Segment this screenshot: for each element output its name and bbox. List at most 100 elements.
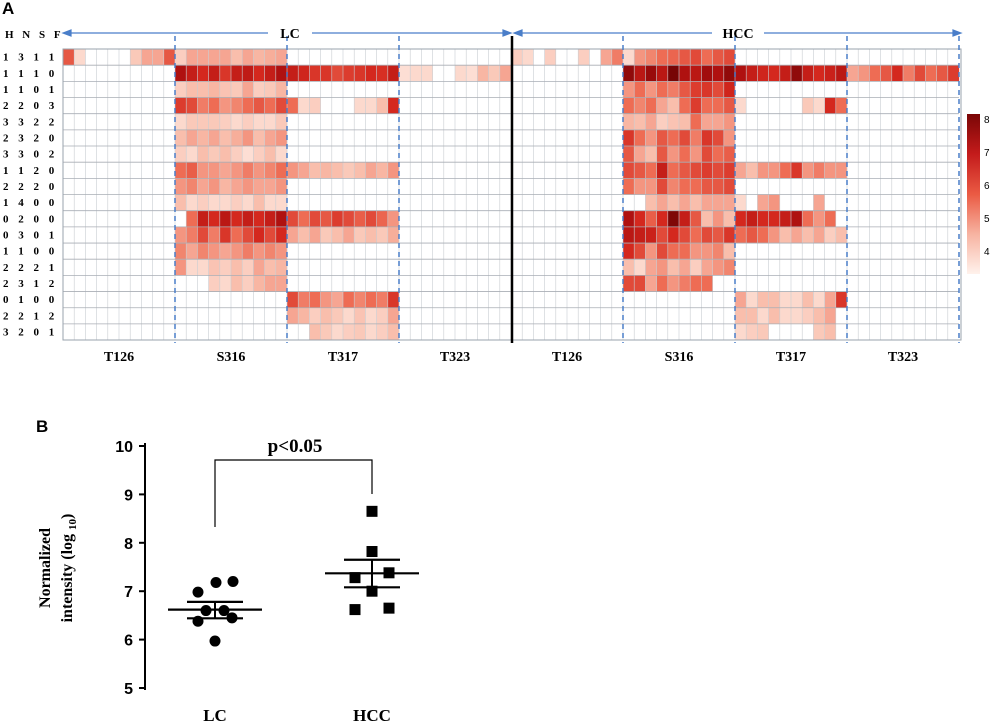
heatmap-cell bbox=[219, 178, 232, 195]
heatmap-cell bbox=[231, 113, 243, 130]
heatmap-cell bbox=[824, 291, 836, 308]
heatmap-cell bbox=[231, 194, 243, 211]
heatmap-cell bbox=[791, 307, 803, 325]
site-label-t126-lc: T126 bbox=[104, 350, 134, 365]
heatmap-cell bbox=[712, 97, 724, 114]
heatmap-cell bbox=[656, 194, 668, 211]
y-tick-label: 10 bbox=[115, 439, 133, 456]
heatmap-cell bbox=[275, 49, 288, 66]
heatmap-cell bbox=[667, 210, 680, 228]
heatmap-cell bbox=[656, 162, 668, 179]
heatmap-cell bbox=[645, 97, 657, 114]
heatmap-cell bbox=[690, 97, 702, 114]
heatmap-cell bbox=[667, 259, 680, 276]
heatmap-cell bbox=[701, 243, 713, 260]
heatmap-cell bbox=[208, 275, 220, 292]
heatmap-cell bbox=[197, 146, 209, 163]
heatmap-cell bbox=[253, 97, 265, 114]
color-scale-bar bbox=[967, 114, 980, 274]
heatmap-cell bbox=[779, 162, 792, 179]
heatmap-cell bbox=[891, 65, 904, 82]
data-point bbox=[366, 585, 378, 597]
heatmap-cell bbox=[231, 129, 243, 147]
category-label-lc: LC bbox=[203, 706, 227, 725]
heatmap-cell bbox=[197, 113, 209, 130]
heatmap-cell bbox=[309, 226, 321, 244]
row-label: 3 3 0 2 bbox=[3, 149, 58, 161]
heatmap-cell bbox=[679, 146, 691, 163]
heatmap-cell bbox=[197, 194, 209, 211]
heatmap-cell bbox=[186, 49, 198, 66]
heatmap-cell bbox=[679, 81, 691, 98]
heatmap-cell bbox=[623, 275, 635, 292]
heatmap-cell bbox=[253, 81, 265, 98]
heatmap-cell bbox=[746, 323, 758, 341]
heatmap-cell bbox=[824, 65, 836, 82]
heatmap-cell bbox=[578, 49, 590, 66]
heatmap-cell bbox=[208, 49, 220, 66]
color-scale-tick: 7 bbox=[984, 148, 990, 159]
heatmap-cell bbox=[298, 226, 310, 244]
heatmap-cell bbox=[645, 275, 657, 292]
data-point bbox=[210, 576, 222, 588]
heatmap-cell bbox=[723, 146, 736, 163]
heatmap-cell bbox=[231, 226, 243, 244]
heatmap-cell bbox=[242, 129, 254, 147]
heatmap-cell bbox=[667, 226, 680, 244]
heatmap-cell bbox=[712, 210, 724, 228]
heatmap-cell bbox=[746, 162, 758, 179]
heatmap-cell bbox=[835, 162, 848, 179]
heatmap-cell bbox=[623, 65, 635, 82]
y-axis-title-line1: Normalized bbox=[37, 528, 54, 608]
heatmap-cell bbox=[197, 81, 209, 98]
heatmap-cell bbox=[253, 226, 265, 244]
heatmap-cell bbox=[656, 210, 668, 228]
data-point bbox=[383, 602, 395, 614]
heatmap-cell bbox=[152, 49, 164, 66]
heatmap-cell bbox=[264, 178, 276, 195]
heatmap-cell bbox=[242, 162, 254, 179]
heatmap-cell bbox=[242, 146, 254, 163]
heatmap-cell bbox=[757, 307, 769, 325]
heatmap-cell bbox=[275, 97, 288, 114]
heatmap-cell bbox=[645, 243, 657, 260]
heatmap-cell bbox=[869, 65, 881, 82]
heatmap-cell bbox=[275, 129, 288, 147]
heatmap-cell bbox=[701, 259, 713, 276]
heatmap-cell bbox=[634, 81, 646, 98]
heatmap-cell bbox=[298, 307, 310, 325]
heatmap-cell bbox=[522, 49, 534, 66]
heatmap-cell bbox=[331, 210, 344, 228]
heatmap-cell bbox=[690, 259, 702, 276]
heatmap-cell bbox=[208, 162, 220, 179]
heatmap-cell bbox=[175, 97, 187, 114]
heatmap-cell bbox=[275, 259, 288, 276]
heatmap-cell bbox=[343, 210, 355, 228]
heatmap-cell bbox=[544, 49, 556, 66]
color-scale-tick: 8 bbox=[984, 115, 990, 126]
heatmap-cell bbox=[320, 210, 332, 228]
heatmap-cell bbox=[623, 97, 635, 114]
heatmap-cell bbox=[208, 210, 220, 228]
heatmap-cell bbox=[679, 65, 691, 82]
heatmap-cell bbox=[219, 194, 232, 211]
heatmap-cell bbox=[264, 275, 276, 292]
heatmap-cell bbox=[723, 65, 736, 82]
heatmap-cell bbox=[309, 307, 321, 325]
heatmap-cell bbox=[712, 49, 724, 66]
heatmap-cell bbox=[802, 162, 814, 179]
row-label: 1 1 0 0 bbox=[3, 246, 58, 258]
heatmap-cell bbox=[298, 162, 310, 179]
heatmap-cell bbox=[208, 259, 220, 276]
heatmap-cell bbox=[309, 97, 321, 114]
heatmap-cell bbox=[175, 243, 187, 260]
heatmap-cell bbox=[331, 162, 344, 179]
heatmap-cell bbox=[231, 275, 243, 292]
heatmap-cell bbox=[253, 113, 265, 130]
heatmap-cell bbox=[723, 81, 736, 98]
heatmap-cell bbox=[376, 307, 388, 325]
heatmap-cell bbox=[723, 243, 736, 260]
heatmap-cell bbox=[219, 146, 232, 163]
row-label: 0 3 0 1 bbox=[3, 230, 58, 242]
row-label: 2 2 1 2 bbox=[3, 310, 58, 322]
